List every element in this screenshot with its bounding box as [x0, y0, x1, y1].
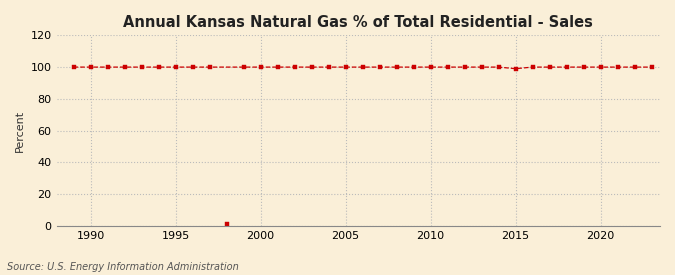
- Y-axis label: Percent: Percent: [15, 109, 25, 152]
- Text: Source: U.S. Energy Information Administration: Source: U.S. Energy Information Administ…: [7, 262, 238, 272]
- Title: Annual Kansas Natural Gas % of Total Residential - Sales: Annual Kansas Natural Gas % of Total Res…: [124, 15, 593, 30]
